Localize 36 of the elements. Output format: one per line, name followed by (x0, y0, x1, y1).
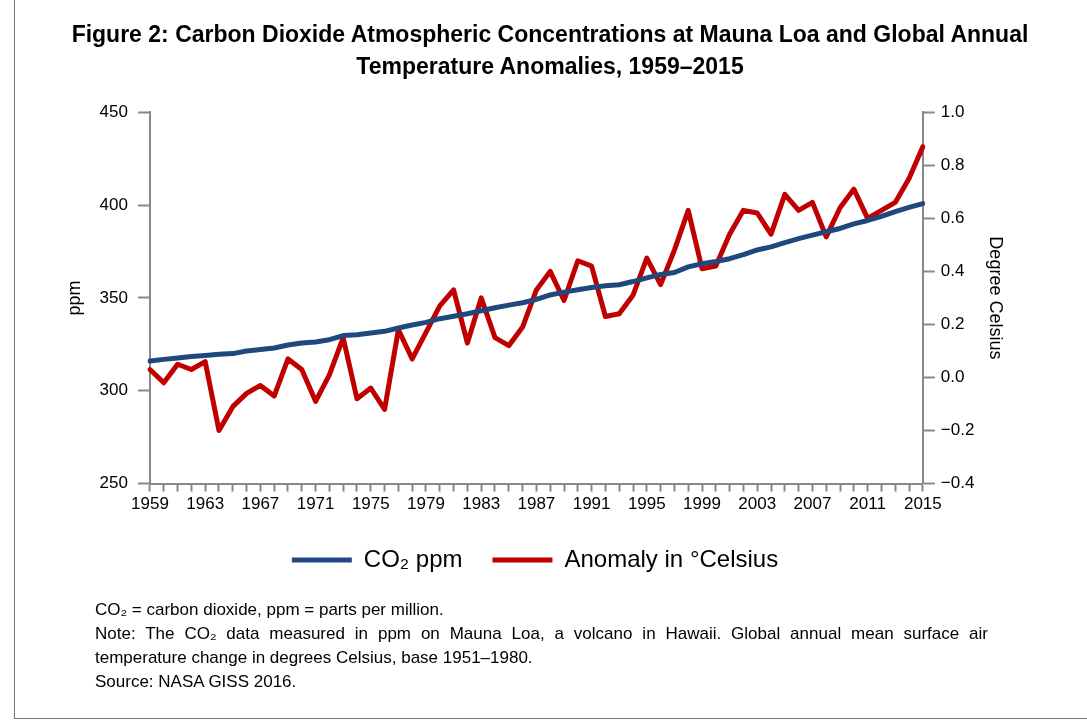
x-tick-label: 2011 (849, 494, 886, 514)
x-tick-label: 2003 (738, 494, 777, 514)
x-tick-label: 1967 (241, 494, 280, 514)
source-note: Source: NASA GISS 2016. (95, 671, 298, 693)
y2-tick-label: −0.2 (940, 420, 975, 440)
y-tick-label: 350 (99, 287, 128, 307)
text: Note: The CO₂ data measured in ppm on Mauna Loa, a volcano in Hawaii. Global annual mean surface air temperature change in degrees Celsius, base 1951–1980. (95, 623, 988, 669)
x-tick-label: 1979 (407, 494, 445, 514)
x-tick-label: 1991 (572, 494, 611, 514)
y2-tick-label: 0.0 (940, 367, 965, 387)
x-tick-label: 2007 (793, 494, 832, 514)
y2-axis-title: Degree Celsius (986, 236, 1007, 360)
y2-tick-label: 0.2 (940, 314, 965, 334)
x-tick-label: 1959 (131, 494, 169, 514)
x-tick-label: 1995 (627, 494, 666, 514)
y2-tick-label: 0.6 (940, 208, 965, 227)
legend-label: Anomaly in °Celsius (564, 544, 779, 572)
y2-tick-label: 1.0 (940, 101, 965, 121)
y-tick-label: 450 (99, 101, 128, 121)
x-tick-label: 1987 (517, 494, 556, 514)
x-tick-label: 1983 (462, 494, 501, 514)
legend-label: CO₂ ppm (363, 544, 463, 572)
y2-tick-label: 0.8 (940, 154, 965, 174)
x-tick-label: 1971 (296, 494, 335, 514)
y2-tick-label: 0.4 (940, 261, 965, 281)
chart-title: Figure 2: Carbon Dioxide Atmospheric Concentrations at Mauna Loa and Global Annual Temperature Anomalies, 1959–2015 (70, 20, 1030, 81)
y2-tick-label: −0.4 (940, 473, 975, 493)
y-tick-label: 250 (99, 473, 128, 493)
x-tick-label: 1975 (351, 494, 390, 514)
x-tick-label: 1963 (186, 494, 225, 514)
x-tick-label: 1999 (683, 494, 721, 514)
x-tick-label: 2015 (903, 494, 942, 514)
text: CO₂ = carbon dioxide, ppm = parts per million. (95, 599, 445, 621)
y-tick-label: 400 (99, 194, 128, 214)
y-axis-title: ppm (63, 280, 84, 316)
y-tick-label: 300 (99, 380, 128, 400)
